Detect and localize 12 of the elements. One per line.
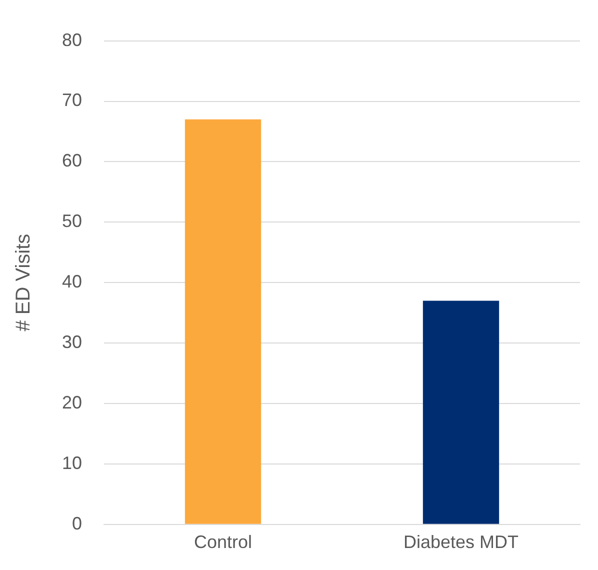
y-tick-label: 70: [62, 90, 82, 110]
y-tick-label: 80: [62, 30, 82, 50]
y-tick-label: 20: [62, 392, 82, 412]
y-tick-label: 50: [62, 211, 82, 232]
y-tick-label: 60: [62, 150, 82, 171]
x-tick-label: Control: [194, 532, 252, 552]
x-tick-label: Diabetes MDT: [403, 532, 519, 552]
y-tick-label: 30: [62, 332, 82, 352]
y-tick-label: 0: [72, 513, 82, 534]
y-axis-title: # ED Visits: [12, 234, 35, 332]
y-tick-label: 10: [62, 452, 82, 473]
y-tick-label: 40: [62, 272, 82, 292]
